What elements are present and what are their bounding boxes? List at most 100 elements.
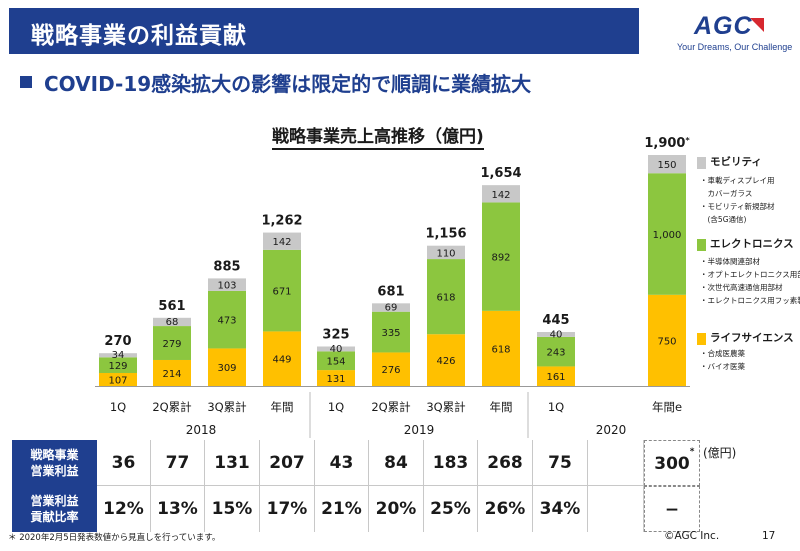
bar-segment <box>208 290 246 349</box>
bar-segment <box>482 310 520 386</box>
bar-value-label: 276 <box>381 365 400 376</box>
bar-value-label: 34 <box>112 350 125 361</box>
table-cell: 43 <box>315 440 369 486</box>
bar-value-label: 279 <box>162 339 181 350</box>
table-cell: 15% <box>205 486 260 532</box>
bar-value-label: 103 <box>217 281 236 292</box>
category-tick-label: 2Q累計 <box>371 400 410 414</box>
bar-value-label: 214 <box>162 369 181 380</box>
table-cell: 36 <box>97 440 151 486</box>
logo-text: AGC <box>694 12 753 40</box>
table-cell <box>588 440 644 486</box>
year-group-label: 2019 <box>404 423 435 437</box>
bar-segment <box>263 232 301 250</box>
table-cell: 20% <box>369 486 424 532</box>
year-group-label: 2018 <box>186 423 217 437</box>
bar-value-label: 618 <box>436 293 455 304</box>
bar-segment <box>153 326 191 360</box>
category-tick-label: 1Q <box>548 400 564 414</box>
page-title: 戦略事業の利益貢献 <box>31 23 247 49</box>
bar-total-label: 1,262 <box>261 214 302 229</box>
table-cell: 25% <box>424 486 478 532</box>
bar-segment <box>208 348 246 386</box>
bar-segment <box>99 353 137 358</box>
bar-segment <box>648 155 686 174</box>
category-tick-label: 年間e <box>652 400 682 414</box>
legend-item: ・エレクトロニクス用フッ素製品 <box>700 296 800 305</box>
legend-item: ・バイオ医薬 <box>700 362 745 371</box>
subtitle: COVID-19感染拡大の影響は限定的で順調に業績拡大 <box>44 72 532 96</box>
agc-logo: AGC Your Dreams, Our Challenge <box>672 12 792 56</box>
table-cell: 13% <box>151 486 205 532</box>
chart-title: 戦略事業売上高推移（億円) <box>272 122 484 150</box>
bar-segment <box>317 346 355 352</box>
category-tick-label: 1Q <box>328 400 344 414</box>
bar-value-label: 110 <box>436 248 455 259</box>
bar-value-label: 131 <box>326 374 345 385</box>
row-header-line: 貢献比率 <box>30 510 79 524</box>
bar-segment <box>153 359 191 386</box>
legend-label-mobility: モビリティ <box>710 156 762 168</box>
bar-value-label: 473 <box>217 316 236 327</box>
logo-triangle-icon <box>750 18 764 32</box>
table-cell: 75 <box>533 440 588 486</box>
bar-value-label: 40 <box>550 329 563 340</box>
bar-total-label: 270 <box>104 334 131 349</box>
table-cell: 183 <box>424 440 478 486</box>
bar-value-label: 68 <box>166 317 179 328</box>
bar-total-label: 561 <box>158 299 185 314</box>
legend-swatch-life-science <box>697 333 706 345</box>
bar-segment <box>537 336 575 367</box>
total-note-mark: * <box>685 136 690 145</box>
category-tick-label: 2Q累計 <box>152 400 191 414</box>
copyright: ©AGC Inc. <box>664 530 720 542</box>
bar-value-label: 40 <box>330 344 343 355</box>
bar-value-label: 142 <box>272 237 291 248</box>
legend-item: ・半導体関連部材 <box>700 257 760 266</box>
bar-total-label: 681 <box>377 284 404 299</box>
bar-segment <box>482 185 520 203</box>
bar-segment <box>482 202 520 311</box>
bar-total-label: 1,654 <box>480 166 521 181</box>
legend-swatch-mobility <box>697 157 706 169</box>
bar-value-label: 335 <box>381 328 400 339</box>
bar-value-label: 618 <box>491 344 510 355</box>
table-cell: 268 <box>478 440 533 486</box>
bar-segment <box>648 173 686 295</box>
table-cell: 207 <box>260 440 315 486</box>
bar-value-label: 243 <box>546 348 565 359</box>
bar-segment <box>427 245 465 260</box>
bar-value-label: 449 <box>272 355 291 366</box>
bar-value-label: 892 <box>491 253 510 264</box>
legend-item: ・合成医農薬 <box>700 349 745 358</box>
bar-value-label: 309 <box>217 363 236 374</box>
category-tick-label: 年間 <box>271 400 294 414</box>
bar-segment <box>263 331 301 386</box>
footnote: ＊ 2020年2月5日発表数値から見直しを行っています。 <box>8 533 221 543</box>
row-header-line: 営業利益 <box>30 464 79 478</box>
table-cell: 84 <box>369 440 424 486</box>
table-cell: 131 <box>205 440 260 486</box>
bar-value-label: 426 <box>436 356 455 367</box>
bar-segment <box>208 278 246 291</box>
legend-item: カバーガラス <box>700 189 753 198</box>
category-tick-label: 1Q <box>110 400 126 414</box>
legend-item: ・オプトエレクトロニクス用部材 <box>700 270 800 279</box>
table-row-header: 営業利益 貢献比率 <box>12 486 97 532</box>
legend-label-electronics: エレクトロニクス <box>710 238 794 250</box>
bar-total-label: 445 <box>542 313 569 328</box>
bar-value-label: 129 <box>108 361 127 372</box>
table-cell: 17% <box>260 486 315 532</box>
table-cell: − <box>644 486 700 532</box>
bar-value-label: 671 <box>272 287 291 298</box>
legend-item: ・車載ディスプレイ用 <box>700 176 775 185</box>
table-note-mark: * <box>689 447 695 457</box>
bar-value-label: 69 <box>385 303 398 314</box>
table-cell: 26% <box>478 486 533 532</box>
table-cell: 12% <box>97 486 151 532</box>
bar-value-label: 107 <box>108 375 127 386</box>
bar-segment <box>99 372 137 386</box>
bar-segment <box>317 370 355 386</box>
title-band: 戦略事業の利益貢献 <box>9 8 639 54</box>
bar-value-label: 150 <box>657 160 676 171</box>
